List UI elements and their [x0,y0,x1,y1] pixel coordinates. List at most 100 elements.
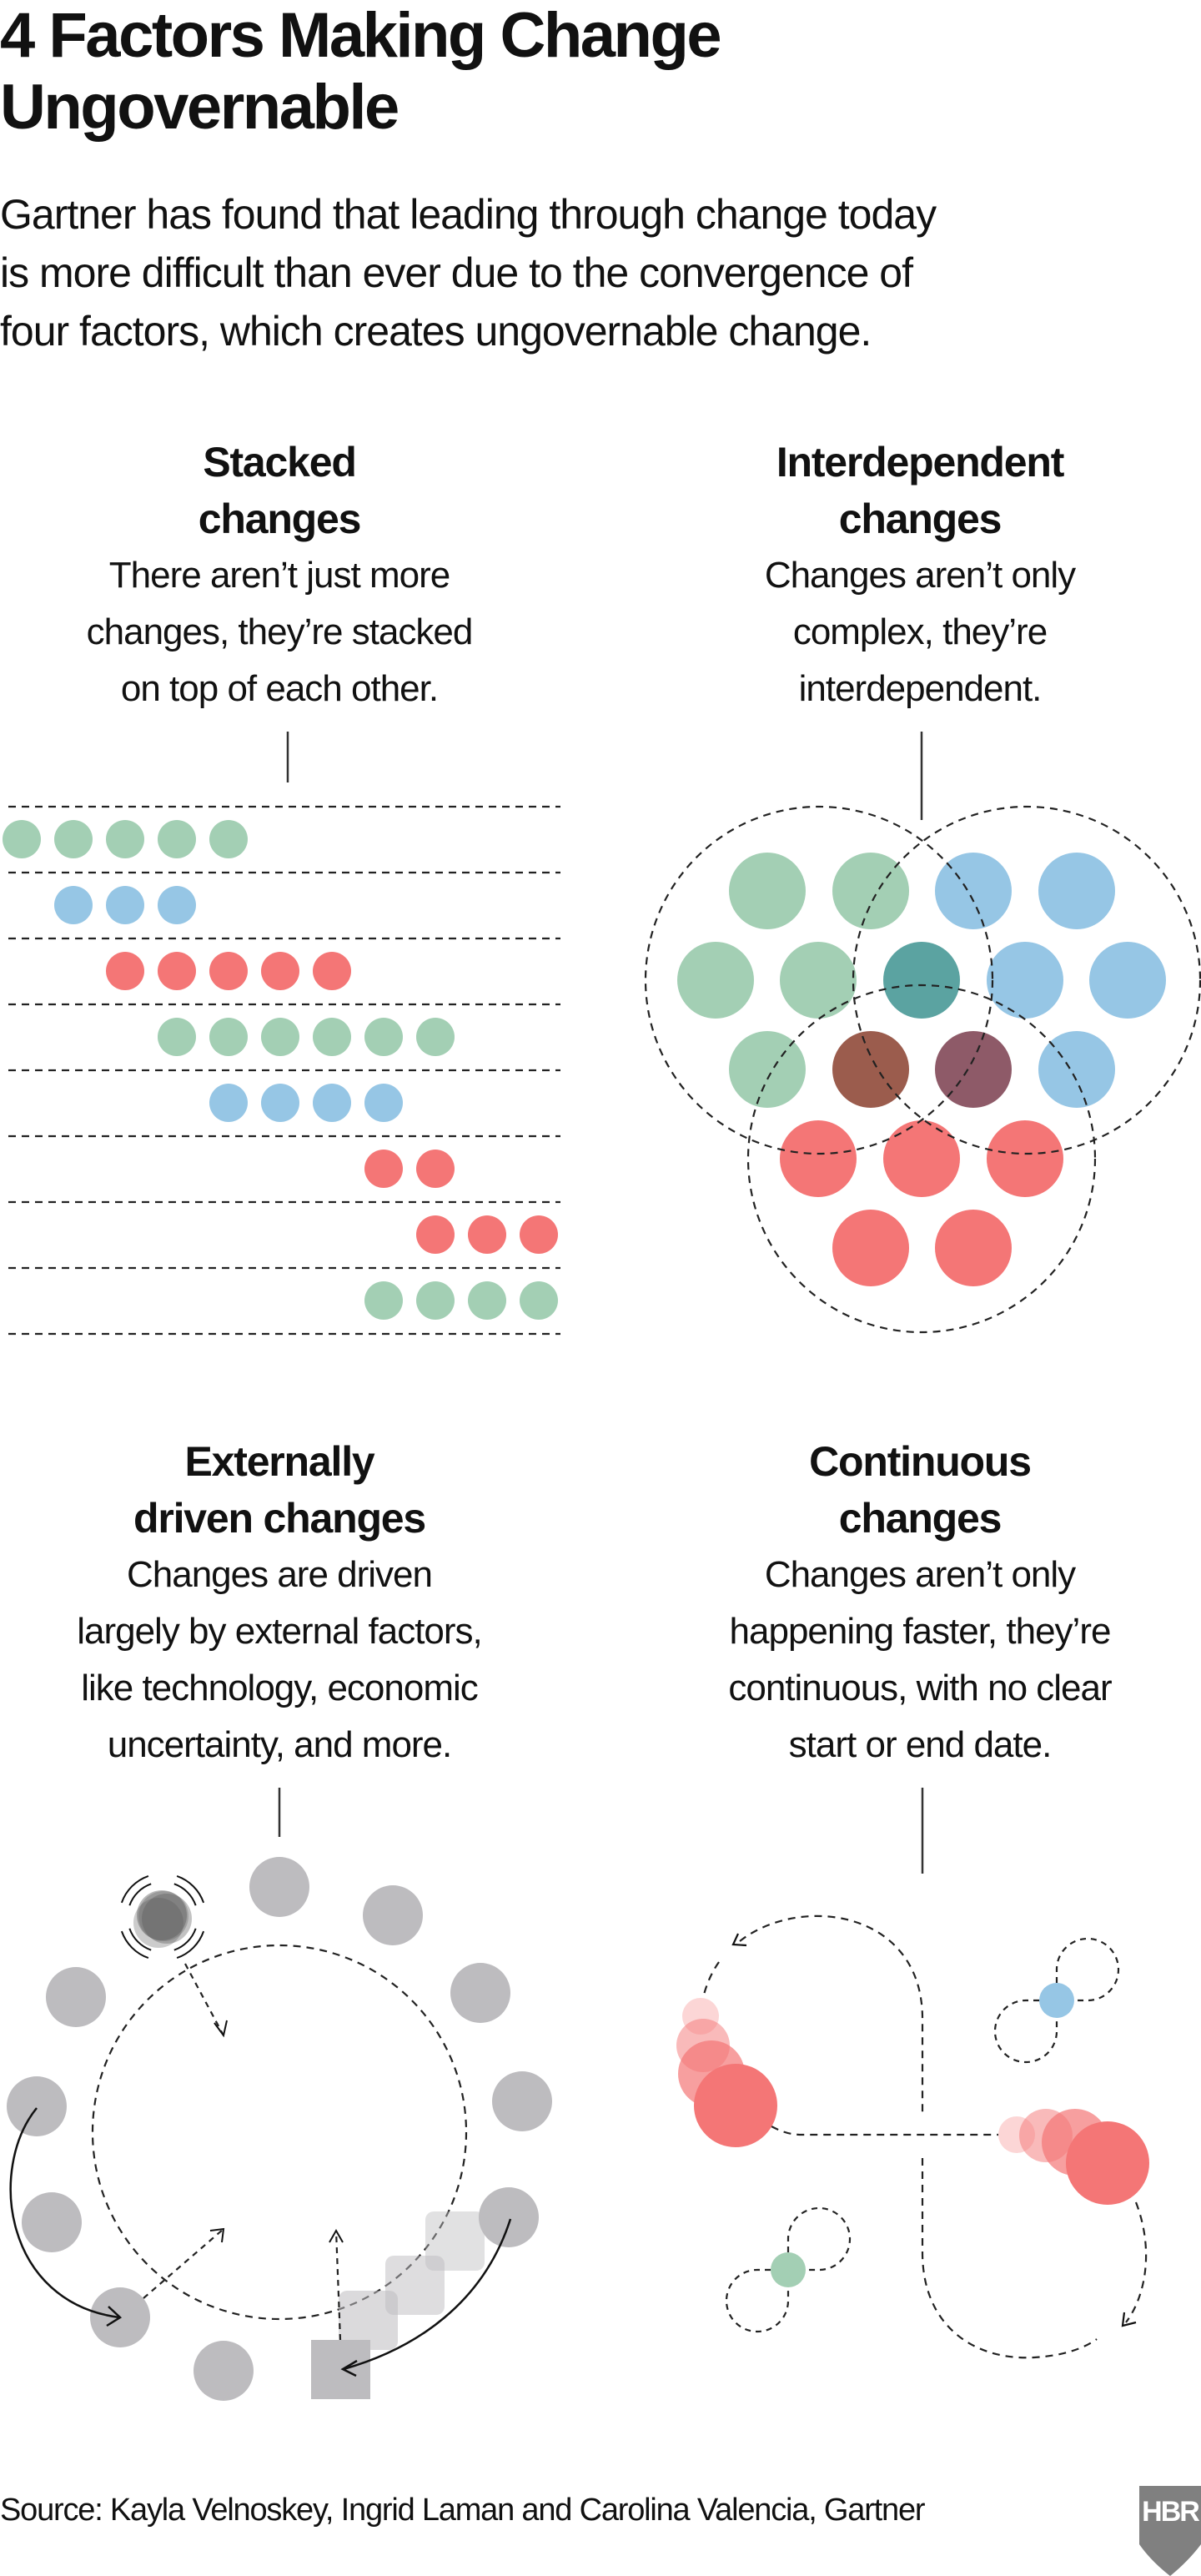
continuous-path [1125,2201,1148,2323]
continuous-changes-diagram [676,1788,1149,2359]
change-dot-green [106,820,144,858]
stacked-changes-diagram [3,732,560,1336]
vibration-mark-icon [173,1883,197,1906]
panel-description: like technology, economic [81,1668,479,1708]
vibration-mark-icon [120,1874,149,1904]
change-dot-red [261,952,299,990]
change-dot-plum [935,1031,1012,1108]
change-dot-blue [935,853,1012,929]
change-dot-green [677,942,754,1019]
change-dot-blue [261,1084,299,1122]
moving-square-trail [425,2211,485,2271]
change-dot-red [935,1210,1012,1286]
group-boundary-circle [644,805,994,1155]
change-dot-red [158,952,196,990]
intro-line: is more difficult than ever due to the c… [0,249,913,296]
change-dot-blue [158,886,196,924]
panel-description: changes, they’re stacked [86,611,474,652]
continuous-path [921,2158,1098,2359]
panel-external-text: Externally driven changes Changes are dr… [0,1433,571,1774]
change-dot-blue [106,886,144,924]
looping-change-dot-green [771,2252,806,2287]
continuous-path [771,2126,998,2136]
intro-text: Gartner has found that leading through c… [0,185,937,360]
change-dot-red [364,1150,403,1188]
arrowhead-icon [214,2020,228,2038]
change-dot-green [313,1018,351,1056]
panel-heading: Externally [184,1438,374,1485]
moving-square-trail [339,2291,398,2350]
change-dot-blue [364,1084,403,1122]
vibration-mark-icon [176,1874,205,1904]
change-dot-red [209,952,248,990]
panel-description: largely by external factors, [77,1611,483,1652]
change-dot-green [729,1031,806,1108]
change-dot-green [520,1281,558,1320]
vibration-mark-icon [120,1930,149,1960]
panel-heading: changes [198,496,362,542]
shaking-dot [142,1894,192,1944]
external-factor-dot [46,1967,106,2027]
arrowhead-icon [106,2306,123,2327]
panel-description: Changes aren’t only [764,1554,1076,1595]
change-dot-blue [1038,853,1115,929]
arrowhead-icon [329,2228,344,2243]
change-dot-green [468,1281,506,1320]
organization-boundary-circle [91,1944,468,2321]
curved-arrow [9,2107,120,2319]
change-dot-green [209,820,248,858]
external-factor-dot [479,2187,539,2247]
panel-description: There aren’t just more [108,555,450,596]
panel-heading: changes [838,1495,1003,1542]
panel-description: interdependent. [798,668,1043,709]
change-dot-red [416,1215,455,1254]
dashed-arrow [334,2230,342,2341]
looping-change-dot-blue [1039,1983,1074,2018]
change-dot-green [832,853,909,929]
change-dot-green [158,820,196,858]
change-dot-green [364,1018,403,1056]
figure-eight-loop [1055,1937,1120,2002]
change-dot-blue [209,1084,248,1122]
change-dot-green [54,820,93,858]
change-dot-red [468,1215,506,1254]
change-dot-red [832,1210,909,1286]
change-dot-red [780,1120,857,1197]
arrowhead-icon [731,1933,747,1947]
vibration-mark-icon [173,1928,197,1951]
page-title: 4 Factors Making Change Ungovernable [0,0,722,143]
change-dot-red [106,952,144,990]
vibration-mark-icon [176,1930,205,1960]
hbr-shield-icon [1139,2486,1201,2576]
curved-arrow [343,2218,512,2371]
panel-heading: Interdependent [776,439,1065,486]
title-line: 4 Factors Making Change [0,0,722,71]
change-dot-blue [1089,942,1166,1019]
shaking-dot [137,1890,187,1940]
change-dot-green [364,1281,403,1320]
change-dot-green [780,942,857,1019]
change-dot-blue [54,886,93,924]
change-dot-red [520,1215,558,1254]
change-dot-brown [832,1031,909,1108]
external-factor-dot [492,2071,552,2131]
source-credit: Source: Kayla Velnoskey, Ingrid Laman an… [0,2493,926,2528]
intro-line: four factors, which creates ungovernable… [0,308,872,355]
shaking-dot [138,1891,188,1941]
panel-description: Changes aren’t only [764,555,1076,596]
title-line: Ungovernable [0,72,399,143]
moving-change-dot [694,2064,777,2147]
change-dot-red [416,1150,455,1188]
panel-description: on top of each other. [120,668,439,709]
external-factor-square [311,2340,370,2399]
vibration-mark-icon [128,1928,152,1951]
change-dot-green [209,1018,248,1056]
arrowhead-icon [1121,2312,1137,2327]
change-dot-green [416,1018,455,1056]
vibration-mark-icon [128,1883,152,1906]
panel-interdependent-text: Interdependent changes Changes aren’t on… [628,434,1201,717]
moving-change-dot [1066,2121,1149,2205]
figure-eight-loop [786,2206,852,2272]
hbr-logo: HBR [1139,2486,1201,2576]
